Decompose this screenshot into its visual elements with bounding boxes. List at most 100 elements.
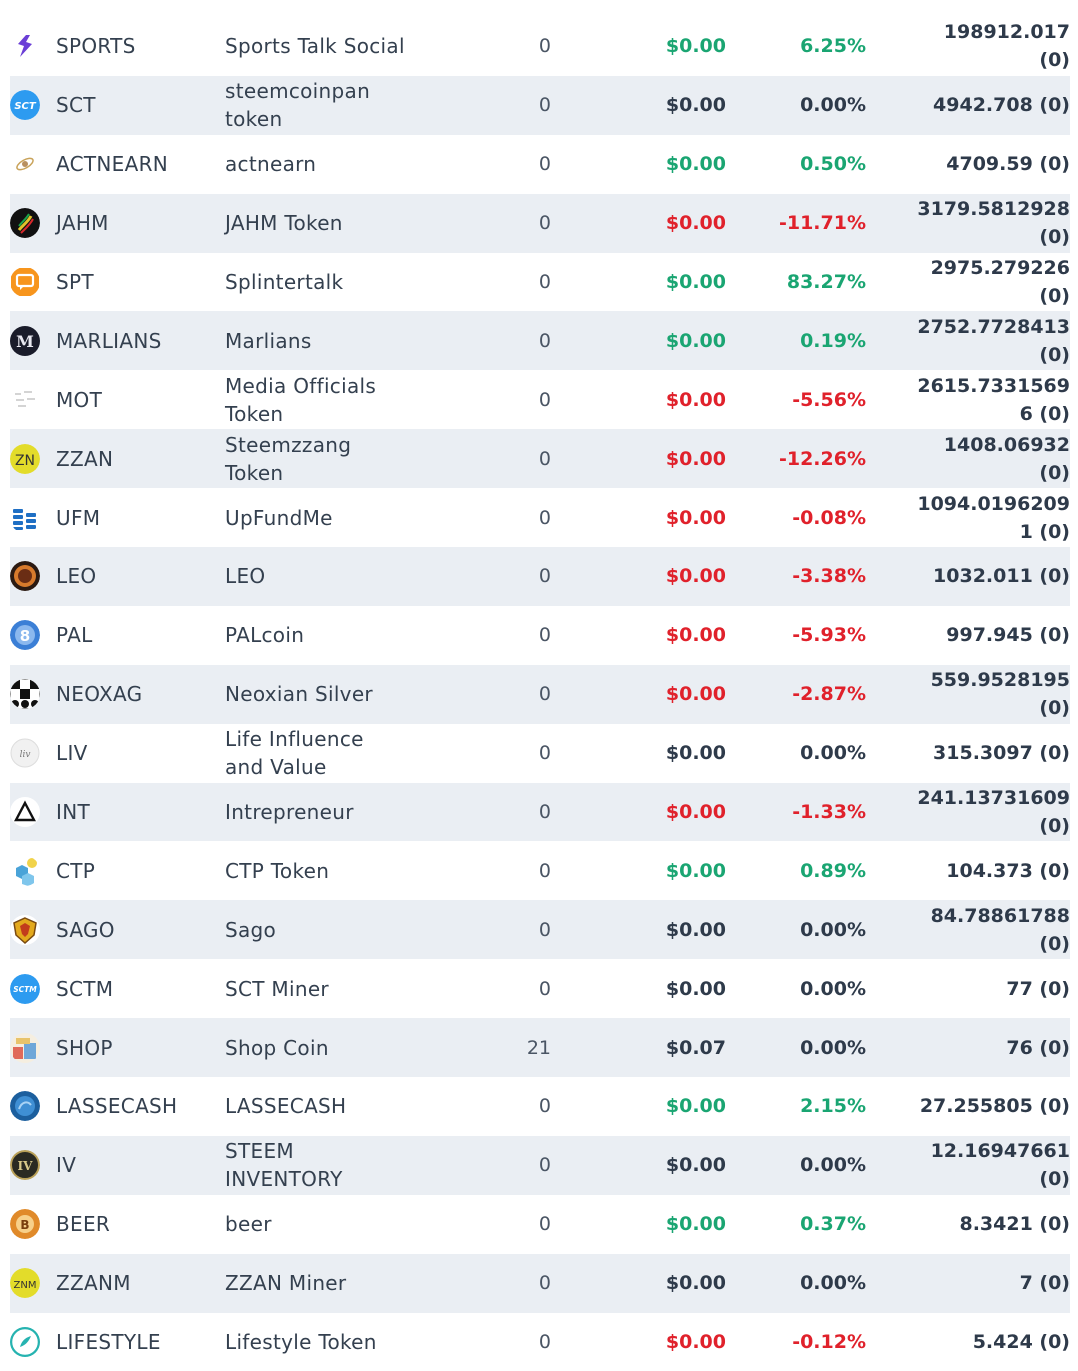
actnearn-icon xyxy=(10,149,40,180)
token-symbol[interactable]: SPT xyxy=(56,270,94,294)
shop-icon xyxy=(10,1032,40,1063)
token-price: $0.00 xyxy=(665,506,726,529)
token-price: $0.00 xyxy=(665,565,726,588)
token-row-sports[interactable]: SPORTS Sports Talk Social 0 $0.00 6.25% 19891… xyxy=(10,17,1070,76)
token-change: 83.27% xyxy=(786,271,866,293)
token-symbol[interactable]: SAGO xyxy=(56,917,115,942)
token-price: $0.00 xyxy=(665,153,726,176)
token-row-sct[interactable]: SCT SCT steemcoinpan token 0 $0.00 0.00% 4942.… xyxy=(10,75,1070,135)
token-quantity: 0 xyxy=(538,565,551,588)
token-name: Intrepreneur xyxy=(225,800,354,825)
token-price: $0.07 xyxy=(665,1036,726,1059)
token-change: -12.26% xyxy=(778,447,866,470)
token-row-leo[interactable]: LEO LEO 0 $0.00 -3.38% 1032.011 (0) xyxy=(10,547,1070,606)
token-quantity: 0 xyxy=(538,859,551,882)
token-quantity: 0 xyxy=(538,447,551,470)
token-price: $0.00 xyxy=(665,624,726,647)
token-row-liv[interactable]: liv LIV Life Influence and Value 0 $0.00 0.00… xyxy=(10,724,1070,783)
token-balance: 5.424 (0) xyxy=(972,1331,1070,1354)
token-change: -0.08% xyxy=(792,506,866,529)
token-name: Splintertalk xyxy=(225,270,344,294)
token-symbol[interactable]: UFM xyxy=(56,505,101,530)
token-change: 2.15% xyxy=(800,1095,866,1118)
token-row-actnearn[interactable]: ACTNEARN actnearn 0 $0.00 0.50% 4709.59 (0) xyxy=(10,135,1070,194)
token-row-lassecash[interactable]: LASSECASH LASSECASH 0 $0.00 2.15% 27.255805 (… xyxy=(10,1077,1070,1136)
pal-icon: 8 xyxy=(10,620,40,651)
token-change: -5.93% xyxy=(792,624,866,647)
token-name: Steemzzang Token xyxy=(225,432,352,485)
token-symbol[interactable]: PAL xyxy=(56,623,93,648)
token-row-shop[interactable]: SHOP Shop Coin 21 $0.07 0.00% 76 (0) xyxy=(10,1018,1070,1078)
token-row-pal[interactable]: 8 PAL PALcoin 0 $0.00 -5.93% 997.945 (0) xyxy=(10,606,1070,665)
token-quantity: 0 xyxy=(538,918,551,941)
token-name: PALcoin xyxy=(225,623,305,648)
token-row-ufm[interactable]: UFM UpFundMe 0 $0.00 -0.08% 1094.01962091 (0) xyxy=(10,488,1070,547)
token-quantity: 0 xyxy=(538,1331,551,1354)
int-icon xyxy=(10,797,40,828)
token-row-spt[interactable]: SPT Splintertalk 0 $0.00 83.27% 2975.279226 (… xyxy=(10,253,1070,312)
token-balance: 2975.279226 (0) xyxy=(930,257,1070,307)
spt-icon xyxy=(10,267,40,297)
token-symbol[interactable]: LASSECASH xyxy=(56,1094,178,1119)
token-quantity: 0 xyxy=(538,683,551,706)
token-row-sago[interactable]: SAGO Sago 0 $0.00 0.00% 84.78861788 (0) xyxy=(10,900,1070,960)
token-name: Lifestyle Token xyxy=(225,1330,377,1355)
token-row-int[interactable]: INT Intrepreneur 0 $0.00 -1.33% 241.13731609 … xyxy=(10,782,1070,842)
svg-text:IV: IV xyxy=(18,1159,34,1173)
token-row-beer[interactable]: B BEER beer 0 $0.00 0.37% 8.3421 (0) xyxy=(10,1195,1070,1254)
token-name: LEO xyxy=(225,564,266,589)
token-symbol[interactable]: JAHM xyxy=(56,211,109,236)
token-symbol[interactable]: MARLIANS xyxy=(56,328,162,353)
token-symbol[interactable]: BEER xyxy=(56,1212,111,1237)
token-balance: 315.3097 (0) xyxy=(933,742,1070,765)
token-balance: 1408.06932 (0) xyxy=(943,433,1070,484)
token-symbol[interactable]: LEO xyxy=(56,564,97,589)
token-row-zzanm[interactable]: ZNM ZZANM ZZAN Miner 0 $0.00 0.00% 7 (0) xyxy=(10,1253,1070,1313)
leo-icon xyxy=(10,561,40,592)
token-row-neoxag[interactable]: NEOXAG Neoxian Silver 0 $0.00 -2.87% 559.9528… xyxy=(10,664,1070,724)
token-change: 0.00% xyxy=(800,1036,866,1059)
token-symbol[interactable]: SHOP xyxy=(56,1035,113,1060)
token-row-marlians[interactable]: M MARLIANS Marlians 0 $0.00 0.19% 2752.7728413… xyxy=(10,311,1070,371)
token-row-mot[interactable]: MOT Media Officials Token 0 $0.00 -5.56% 2615… xyxy=(10,370,1070,429)
token-symbol[interactable]: CTP xyxy=(56,858,96,883)
token-symbol[interactable]: SPORTS xyxy=(56,34,136,59)
svg-text:ZN: ZN xyxy=(15,453,35,469)
token-balance: 4942.708 (0) xyxy=(933,94,1070,117)
token-row-iv[interactable]: IV IV STEEM INVENTORY 0 $0.00 0.00% 12.1694766… xyxy=(10,1135,1070,1195)
token-change: 0.00% xyxy=(800,1272,866,1295)
token-change: 0.19% xyxy=(800,329,866,352)
token-row-lifestyle[interactable]: LIFESTYLE Lifestyle Token 0 $0.00 -0.12% 5.42… xyxy=(10,1313,1070,1371)
svg-text:8: 8 xyxy=(20,627,30,645)
token-row-sctm[interactable]: SCTM SCTM SCT Miner 0 $0.00 0.00% 77 (0) xyxy=(10,959,1070,1018)
sago-icon xyxy=(10,914,40,945)
token-symbol[interactable]: LIFESTYLE xyxy=(56,1330,161,1355)
token-symbol[interactable]: NEOXAG xyxy=(56,682,143,707)
token-name: actnearn xyxy=(225,152,317,177)
token-row-jahm[interactable]: JAHM JAHM Token 0 $0.00 -11.71% 3179.5812928 … xyxy=(10,193,1070,253)
token-symbol[interactable]: LIV xyxy=(56,741,88,766)
token-symbol[interactable]: SCTM xyxy=(56,976,114,1001)
token-change: -1.33% xyxy=(792,801,866,824)
token-quantity: 0 xyxy=(538,1154,551,1177)
token-symbol[interactable]: ZZANM xyxy=(56,1271,131,1296)
token-symbol[interactable]: MOT xyxy=(56,387,103,412)
token-symbol[interactable]: ZZAN xyxy=(56,446,114,471)
token-price: $0.00 xyxy=(665,1095,726,1118)
token-quantity: 0 xyxy=(538,153,551,176)
token-row-zzan[interactable]: ZN ZZAN Steemzzang Token 0 $0.00 -12.26% 1408.… xyxy=(10,429,1070,489)
token-change: -5.56% xyxy=(792,388,866,411)
token-symbol[interactable]: SCT xyxy=(56,93,96,118)
token-name: Life Influence and Value xyxy=(225,727,364,780)
token-row-ctp[interactable]: CTP CTP Token 0 $0.00 0.89% 104.373 (0) xyxy=(10,841,1070,900)
token-change: -2.87% xyxy=(792,683,866,706)
token-balance: 77 (0) xyxy=(1006,977,1070,1000)
token-symbol[interactable]: INT xyxy=(56,800,90,825)
jahm-icon xyxy=(10,208,40,239)
token-symbol[interactable]: ACTNEARN xyxy=(56,152,169,177)
token-name: STEEM INVENTORY xyxy=(225,1139,343,1192)
token-quantity: 0 xyxy=(538,212,551,235)
token-name: Sago xyxy=(225,917,277,942)
token-quantity: 0 xyxy=(538,801,551,824)
token-symbol[interactable]: IV xyxy=(56,1153,77,1178)
